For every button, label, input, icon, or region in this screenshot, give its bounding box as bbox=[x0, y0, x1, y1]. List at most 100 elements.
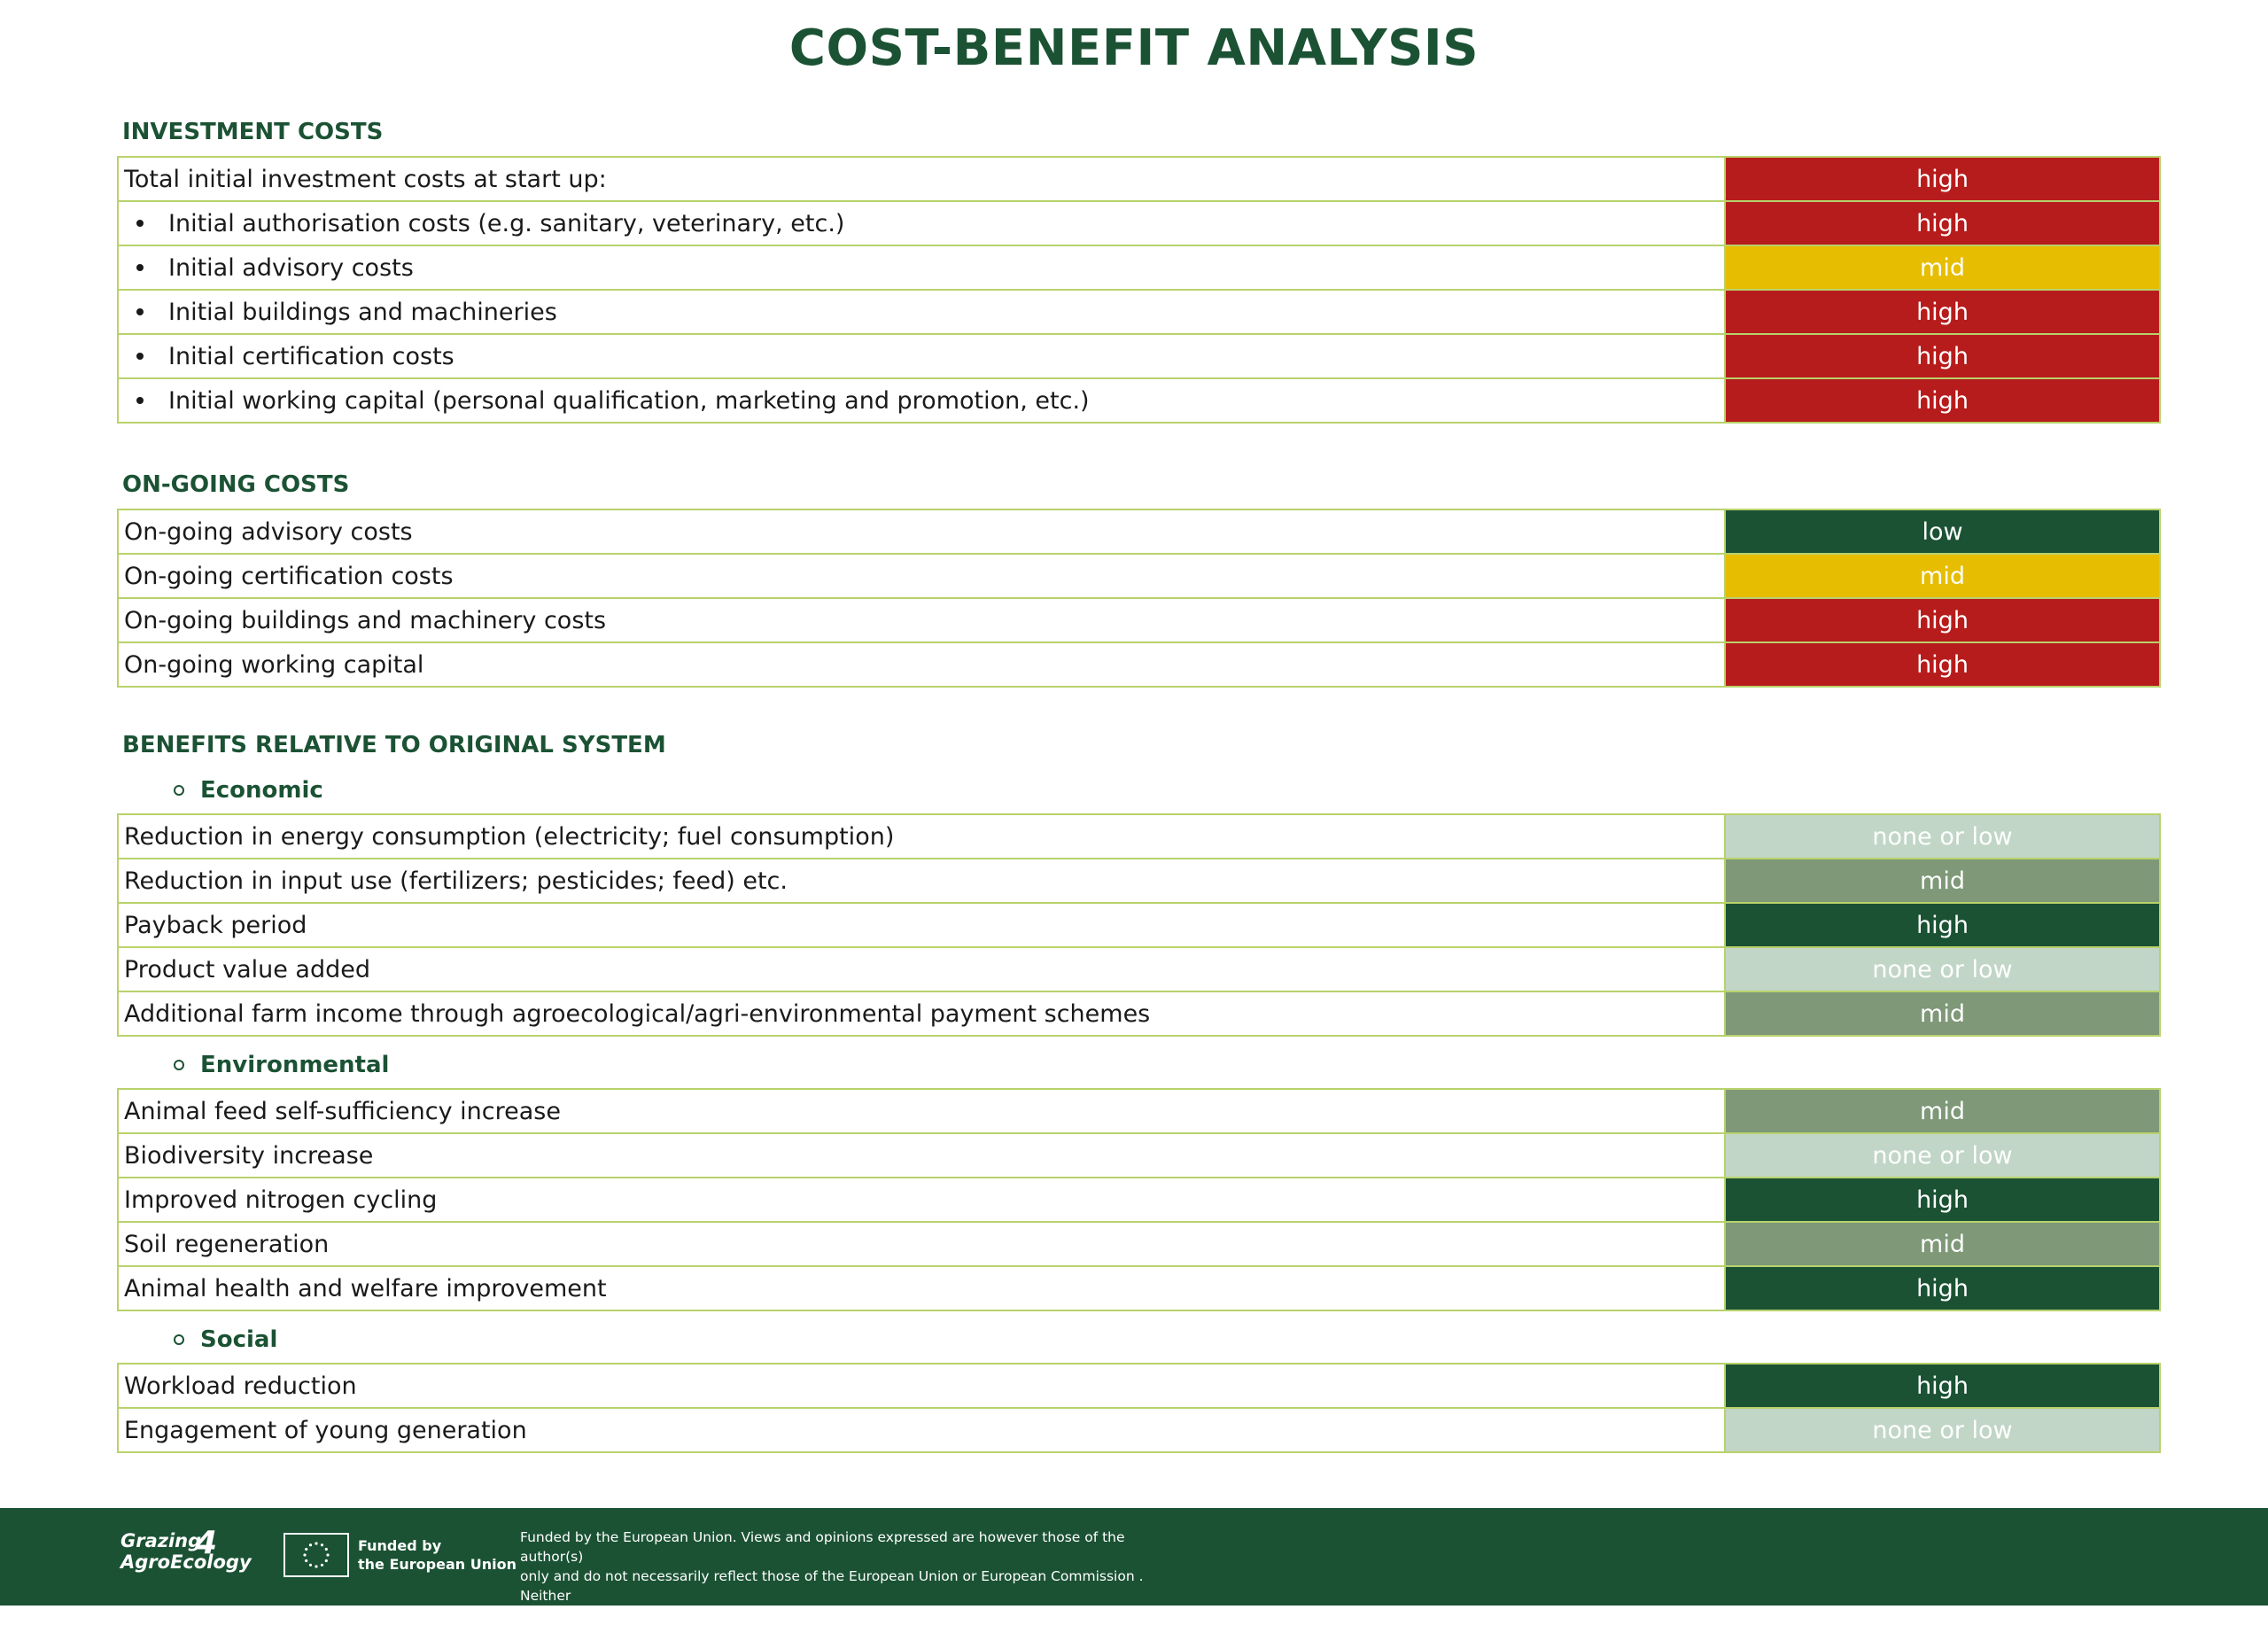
row-label: Additional farm income through agroecolo… bbox=[117, 991, 1726, 1037]
investment-costs-table: Total initial investment costs at start … bbox=[117, 156, 2161, 424]
table-row: On-going buildings and machinery costs hi… bbox=[117, 597, 2161, 643]
row-label: Animal feed self-sufficiency increase bbox=[117, 1088, 1726, 1134]
eu-funded-line-1: Funded by bbox=[358, 1537, 442, 1554]
row-label: Initial advisory costs bbox=[117, 245, 1726, 291]
rating-badge: low bbox=[1724, 509, 2161, 555]
rating-badge: mid bbox=[1724, 553, 2161, 599]
bullet-item: Initial buildings and machineries bbox=[124, 299, 1719, 326]
subheading-economic: Economic bbox=[174, 777, 323, 804]
subheading-social: Social bbox=[174, 1326, 277, 1353]
row-label: On-going working capital bbox=[117, 641, 1726, 688]
eu-funded-line-2: the European Union bbox=[358, 1556, 517, 1573]
rating-badge: high bbox=[1724, 597, 2161, 643]
rating-badge: high bbox=[1724, 200, 2161, 246]
row-label: Biodiversity increase bbox=[117, 1132, 1726, 1178]
logo-line-1: Grazing bbox=[120, 1530, 202, 1551]
row-label-text: Initial advisory costs bbox=[168, 253, 414, 282]
table-row: Initial authorisation costs (e.g. sanita… bbox=[117, 200, 2161, 246]
table-row: Initial certification costs high bbox=[117, 333, 2161, 379]
row-label-text: Initial working capital (personal qualif… bbox=[168, 386, 1090, 415]
row-label: Reduction in energy consumption (electri… bbox=[117, 813, 1726, 859]
table-row: Soil regeneration mid bbox=[117, 1221, 2161, 1267]
table-row: Animal health and welfare improvement hig… bbox=[117, 1265, 2161, 1311]
rating-badge: mid bbox=[1724, 1221, 2161, 1267]
table-row: Total initial investment costs at start … bbox=[117, 156, 2161, 202]
table-row: Initial advisory costs mid bbox=[117, 245, 2161, 291]
bullet-icon bbox=[136, 353, 144, 360]
row-label: Soil regeneration bbox=[117, 1221, 1726, 1267]
bullet-icon bbox=[136, 308, 144, 315]
table-row: Additional farm income through agroecolo… bbox=[117, 991, 2161, 1037]
footer: Grazing AgroEcology 4 Funded by the Euro… bbox=[0, 1508, 2268, 1623]
table-row: Payback period high bbox=[117, 902, 2161, 948]
rating-badge: high bbox=[1724, 333, 2161, 379]
benefits-economic-table: Reduction in energy consumption (electri… bbox=[117, 813, 2161, 1037]
bullet-item: Initial working capital (personal qualif… bbox=[124, 387, 1719, 415]
table-row: Product value added none or low bbox=[117, 946, 2161, 992]
rating-badge: none or low bbox=[1724, 1132, 2161, 1178]
page-title: COST-BENEFIT ANALYSIS bbox=[788, 19, 1480, 77]
table-row: Biodiversity increase none or low bbox=[117, 1132, 2161, 1178]
table-row: Initial working capital (personal qualif… bbox=[117, 377, 2161, 424]
subheading-economic-label: Economic bbox=[200, 777, 323, 804]
rating-badge: mid bbox=[1724, 1088, 2161, 1134]
bullet-icon bbox=[136, 264, 144, 271]
table-row: Workload reduction high bbox=[117, 1363, 2161, 1409]
benefits-heading: BENEFITS RELATIVE TO ORIGINAL SYSTEM bbox=[122, 732, 666, 758]
row-label: Animal health and welfare improvement bbox=[117, 1265, 1726, 1311]
subheading-social-label: Social bbox=[200, 1326, 278, 1353]
bullet-icon bbox=[136, 397, 144, 404]
rating-badge: none or low bbox=[1724, 1407, 2161, 1453]
rating-badge: mid bbox=[1724, 245, 2161, 291]
row-label: Workload reduction bbox=[117, 1363, 1726, 1409]
eu-funded-label: Funded by the European Union bbox=[358, 1536, 517, 1574]
logo-line-2: AgroEcology bbox=[120, 1551, 252, 1573]
bullet-item: Initial advisory costs bbox=[124, 254, 1719, 282]
rating-badge: none or low bbox=[1724, 946, 2161, 992]
row-label: Engagement of young generation bbox=[117, 1407, 1726, 1453]
bullet-item: Initial authorisation costs (e.g. sanita… bbox=[124, 210, 1719, 237]
bullet-item: Initial certification costs bbox=[124, 343, 1719, 370]
circle-bullet-icon bbox=[174, 1334, 184, 1345]
rating-badge: mid bbox=[1724, 858, 2161, 904]
row-label: Payback period bbox=[117, 902, 1726, 948]
table-row: On-going working capital high bbox=[117, 641, 2161, 688]
ongoing-costs-table: On-going advisory costs low On-going certi… bbox=[117, 509, 2161, 688]
disclaimer-line-1: Funded by the European Union. Views and … bbox=[520, 1529, 1125, 1565]
benefits-environmental-table: Animal feed self-sufficiency increase mid… bbox=[117, 1088, 2161, 1311]
row-label: Initial certification costs bbox=[117, 333, 1726, 379]
disclaimer-line-3: the European Union nor the European Comm… bbox=[520, 1607, 1105, 1623]
row-label-text: Initial buildings and machineries bbox=[168, 298, 557, 326]
row-label: Initial buildings and machineries bbox=[117, 289, 1726, 335]
rating-badge: high bbox=[1724, 641, 2161, 688]
row-label-text: Initial certification costs bbox=[168, 342, 454, 370]
eu-flag-icon bbox=[284, 1533, 349, 1577]
subheading-environmental-label: Environmental bbox=[200, 1052, 390, 1078]
disclaimer-line-2: only and do not necessarily reflect thos… bbox=[520, 1568, 1144, 1604]
rating-badge: high bbox=[1724, 289, 2161, 335]
row-label: On-going certification costs bbox=[117, 553, 1726, 599]
row-label: Initial authorisation costs (e.g. sanita… bbox=[117, 200, 1726, 246]
eu-disclaimer: Funded by the European Union. Views and … bbox=[520, 1528, 1176, 1625]
grazing4agroecology-logo: Grazing AgroEcology 4 bbox=[120, 1525, 253, 1583]
ongoing-costs-heading: ON-GOING COSTS bbox=[122, 471, 350, 498]
row-label: Product value added bbox=[117, 946, 1726, 992]
logo-number: 4 bbox=[195, 1525, 218, 1561]
table-row: On-going advisory costs low bbox=[117, 509, 2161, 555]
row-label: On-going buildings and machinery costs bbox=[117, 597, 1726, 643]
table-row: Engagement of young generation none or lo… bbox=[117, 1407, 2161, 1453]
rating-badge: high bbox=[1724, 377, 2161, 424]
rating-badge: high bbox=[1724, 1177, 2161, 1223]
benefits-social-table: Workload reduction high Engagement of youn… bbox=[117, 1363, 2161, 1453]
row-label: Reduction in input use (fertilizers; pes… bbox=[117, 858, 1726, 904]
circle-bullet-icon bbox=[174, 785, 184, 796]
rating-badge: high bbox=[1724, 1265, 2161, 1311]
circle-bullet-icon bbox=[174, 1060, 184, 1070]
row-label: Total initial investment costs at start … bbox=[117, 156, 1726, 202]
table-row: On-going certification costs mid bbox=[117, 553, 2161, 599]
investment-costs-heading: INVESTMENT COSTS bbox=[122, 119, 384, 145]
table-row: Reduction in energy consumption (electri… bbox=[117, 813, 2161, 859]
subheading-environmental: Environmental bbox=[174, 1052, 389, 1078]
bullet-icon bbox=[136, 220, 144, 227]
row-label: Improved nitrogen cycling bbox=[117, 1177, 1726, 1223]
